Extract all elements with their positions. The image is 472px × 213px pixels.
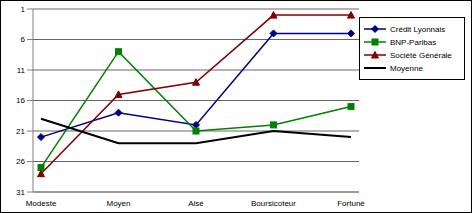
svg-text:Modeste: Modeste xyxy=(26,199,57,208)
svg-text:Boursicoteur: Boursicoteur xyxy=(251,199,296,208)
svg-text:Fortuné: Fortuné xyxy=(337,199,365,208)
svg-text:6: 6 xyxy=(21,35,26,44)
svg-text:1: 1 xyxy=(21,5,26,14)
svg-text:21: 21 xyxy=(16,127,25,136)
svg-text:11: 11 xyxy=(17,66,26,75)
svg-text:16: 16 xyxy=(16,96,25,105)
html-text:Société Générale: Société Générale xyxy=(390,50,452,60)
html-text:BNP-Paribas: BNP-Paribas xyxy=(390,37,437,47)
svg-text:26: 26 xyxy=(16,157,25,166)
svg-text:31: 31 xyxy=(16,188,25,197)
html-text:Crédit Lyonnais: Crédit Lyonnais xyxy=(390,24,446,34)
html-text:Moyenne: Moyenne xyxy=(390,63,423,73)
svg-text:Moyen: Moyen xyxy=(106,199,130,208)
svg-text:Aisé: Aisé xyxy=(188,199,204,208)
